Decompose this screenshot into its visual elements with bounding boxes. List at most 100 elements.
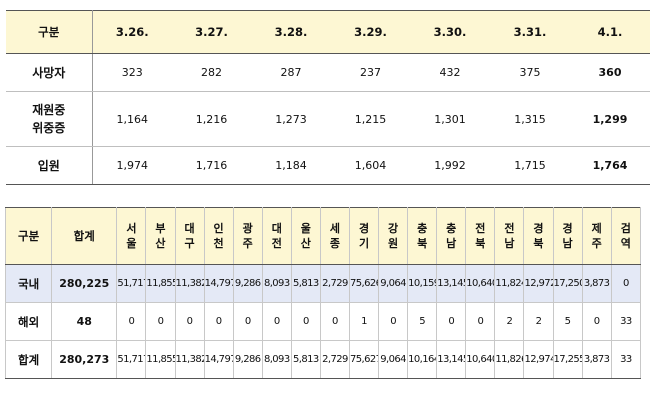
date-header: 3.29. bbox=[331, 10, 410, 54]
deaths-row: 사망자 323 282 287 237 432 375 360 bbox=[6, 53, 650, 92]
region-header-char: 부 bbox=[155, 222, 166, 235]
table-cell: 1,604 bbox=[331, 146, 410, 185]
region-header-char: 남 bbox=[504, 237, 515, 250]
table-cell: 1,974 bbox=[92, 146, 172, 185]
table-cell: 1,715 bbox=[490, 146, 570, 185]
table-cell: 0 bbox=[436, 302, 467, 341]
region-header-char: 경 bbox=[533, 222, 544, 235]
region-header-char: 원 bbox=[388, 237, 399, 250]
table-cell: 51,717 bbox=[116, 340, 147, 379]
region-header-char: 충 bbox=[446, 222, 457, 235]
table-cell: 3,873 bbox=[581, 340, 612, 379]
region-header-char: 울 bbox=[126, 237, 137, 250]
region-header-char: 남 bbox=[446, 237, 457, 250]
region-header-char: 전 bbox=[504, 222, 515, 235]
table-cell: 3,873 bbox=[581, 264, 612, 303]
table-cell: 1 bbox=[348, 302, 380, 341]
table-cell: 10,164 bbox=[407, 340, 438, 379]
region-header-char: 역 bbox=[620, 237, 631, 250]
region-header-char: 주 bbox=[591, 237, 602, 250]
table-cell: 0 bbox=[581, 302, 612, 341]
table-cell: 75,627 bbox=[348, 340, 380, 379]
table-cell: 8,093 bbox=[261, 264, 292, 303]
table-cell: 13,145 bbox=[436, 264, 467, 303]
row-label: 입원 bbox=[6, 146, 93, 185]
region-header-char: 북 bbox=[417, 237, 428, 250]
row-label: 합계 bbox=[4, 340, 53, 379]
table-cell: 432 bbox=[410, 53, 490, 92]
row-label: 사망자 bbox=[6, 53, 93, 92]
table-cell: 1,299 bbox=[570, 91, 650, 147]
region-header-char: 전 bbox=[271, 237, 282, 250]
table-cell: 33 bbox=[610, 302, 642, 341]
region-header-char: 경 bbox=[358, 222, 370, 235]
table-cell: 9,064 bbox=[378, 264, 409, 303]
table-cell: 2,729 bbox=[319, 264, 350, 303]
table-cell: 5 bbox=[552, 302, 583, 341]
date-header-row: 구분 3.26. 3.27. 3.28. 3.29. 3.30. 3.31. 4… bbox=[6, 10, 650, 54]
table-cell: 0 bbox=[610, 264, 642, 303]
region-header-char: 천 bbox=[213, 237, 224, 250]
row-total: 48 bbox=[51, 302, 118, 341]
region-header-char: 광 bbox=[242, 222, 253, 235]
daily-status-table: 구분 3.26. 3.27. 3.28. 3.29. 3.30. 3.31. 4… bbox=[6, 10, 650, 185]
sum-row: 합계 280,273 51,717 11,855 11,382 14,797 9,286… bbox=[4, 340, 642, 379]
row-label: 재원중 위중증 bbox=[6, 91, 93, 147]
table-cell: 12,972 bbox=[523, 264, 554, 303]
date-header: 3.26. bbox=[92, 10, 172, 54]
table-cell: 2 bbox=[494, 302, 525, 341]
table-cell: 287 bbox=[251, 53, 331, 92]
table-cell: 0 bbox=[378, 302, 409, 341]
region-header-char: 경 bbox=[562, 222, 573, 235]
table-cell: 11,824 bbox=[494, 264, 525, 303]
table-cell: 1,215 bbox=[331, 91, 410, 147]
table-cell: 1,273 bbox=[251, 91, 331, 147]
region-header-char: 전 bbox=[475, 222, 486, 235]
table-cell: 17,255 bbox=[552, 340, 583, 379]
table-cell: 11,855 bbox=[145, 340, 176, 379]
region-header-char: 강 bbox=[388, 222, 399, 235]
table-cell: 0 bbox=[232, 302, 263, 341]
table-cell: 10,159 bbox=[407, 264, 438, 303]
table-cell: 51,717 bbox=[116, 264, 147, 303]
overseas-row: 해외 48 0 0 0 0 0 0 0 0 1 0 5 0 0 2 2 5 0 33 bbox=[4, 302, 642, 341]
table-cell: 75,626 bbox=[348, 264, 380, 303]
table-cell: 0 bbox=[465, 302, 496, 341]
region-header-char: 산 bbox=[155, 237, 166, 250]
table-cell: 2,729 bbox=[319, 340, 350, 379]
region-header-char: 대 bbox=[271, 222, 282, 235]
table-cell: 5 bbox=[407, 302, 438, 341]
table-cell: 0 bbox=[145, 302, 176, 341]
table-cell: 11,826 bbox=[494, 340, 525, 379]
region-header-char: 제 bbox=[591, 222, 602, 235]
row-total: 280,273 bbox=[51, 340, 118, 379]
table-cell: 0 bbox=[116, 302, 147, 341]
table-cell: 5,813 bbox=[290, 264, 321, 303]
table-cell: 0 bbox=[203, 302, 234, 341]
region-header-char: 북 bbox=[475, 237, 486, 250]
table-cell: 1,301 bbox=[410, 91, 490, 147]
corner-header: 구분 bbox=[6, 10, 93, 54]
table-cell: 1,315 bbox=[490, 91, 570, 147]
region-header-char: 북 bbox=[533, 237, 544, 250]
region-header-char: 서 bbox=[126, 222, 137, 235]
row-label: 국내 bbox=[4, 264, 53, 303]
table-cell: 323 bbox=[92, 53, 172, 92]
region-header-char: 충 bbox=[417, 222, 428, 235]
table-cell: 11,382 bbox=[174, 264, 205, 303]
table-cell: 12,974 bbox=[523, 340, 554, 379]
region-header-char: 구 bbox=[184, 237, 195, 250]
table-cell: 1,216 bbox=[172, 91, 251, 147]
